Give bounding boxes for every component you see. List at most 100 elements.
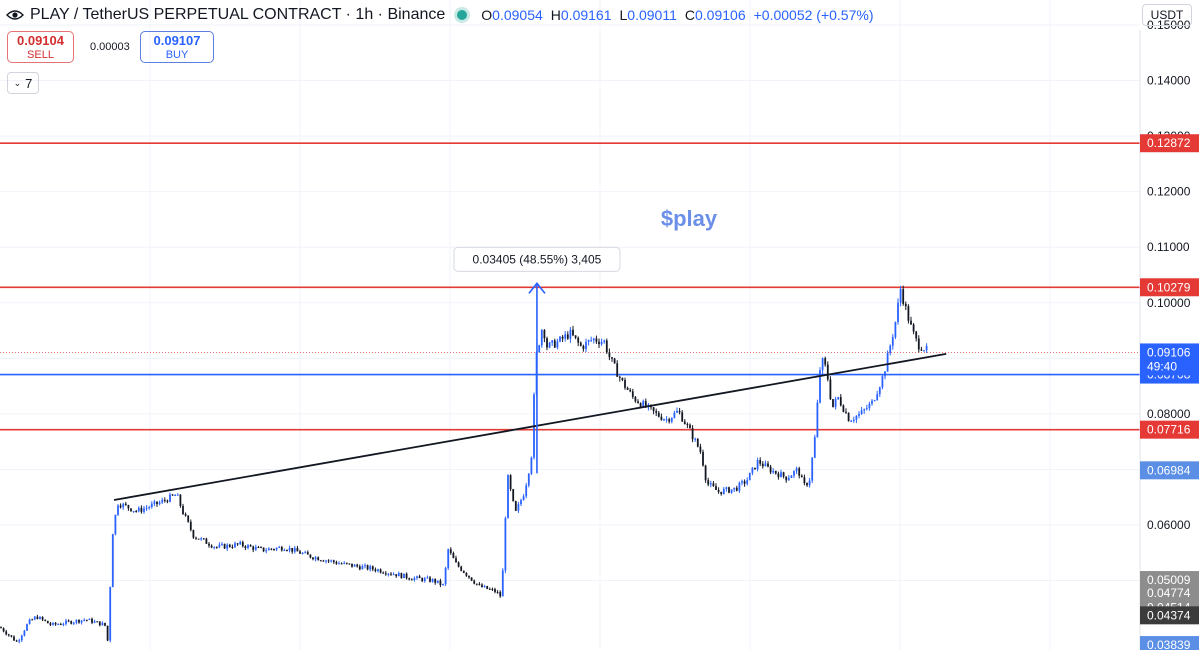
candle-body <box>20 635 23 641</box>
indicator-toggle[interactable]: ⌄ 7 <box>7 72 39 94</box>
candle-body <box>491 589 494 591</box>
candle-body <box>36 616 39 620</box>
ohlc-high-value: 0.09161 <box>560 7 612 23</box>
candle-body <box>364 565 366 567</box>
price-tag-bg <box>1140 606 1199 625</box>
candle-body <box>626 387 629 390</box>
level-price-tag-bg <box>1140 134 1199 153</box>
currency-button[interactable]: USDT <box>1142 4 1192 26</box>
symbol-title[interactable]: PLAY / TetherUS PERPETUAL CONTRACT · 1h … <box>30 6 446 23</box>
candle-body <box>572 329 574 336</box>
candle-body <box>283 550 286 552</box>
candle-body <box>603 340 606 342</box>
measure-tool[interactable]: 0.03405 (48.55%) 3,405 <box>453 246 621 474</box>
candle-body <box>421 578 424 582</box>
candle-body <box>798 468 801 476</box>
candle-body <box>803 477 806 484</box>
candle-body <box>894 321 897 338</box>
candle-body <box>39 616 41 620</box>
candle-body <box>150 503 153 508</box>
trendline[interactable] <box>113 353 947 501</box>
candle-body <box>907 306 910 321</box>
candle-body <box>356 564 359 567</box>
candle-body <box>842 405 845 412</box>
price-tag-bg <box>1140 461 1199 480</box>
candle-body <box>868 403 871 409</box>
candle-body <box>257 547 260 549</box>
candle-body <box>702 451 704 466</box>
candle-body <box>122 503 125 508</box>
candle-body <box>234 543 236 548</box>
y-tick-label: 0.14000 <box>1147 74 1191 88</box>
candle-body <box>153 501 156 504</box>
candle-body <box>855 415 858 420</box>
measure-arrow-head <box>528 282 546 294</box>
ohlc-open-value: 0.09054 <box>492 7 543 23</box>
candle-body <box>699 446 702 452</box>
candle-body <box>733 487 736 490</box>
chart-gridlines <box>0 0 1140 650</box>
eye-icon[interactable] <box>6 9 24 21</box>
candle-body <box>70 621 73 624</box>
candle-body <box>101 622 104 626</box>
candle-body <box>231 546 234 548</box>
candle-body <box>236 543 239 545</box>
candle-body <box>197 538 200 540</box>
candle-body <box>902 289 905 304</box>
candle-body <box>904 303 907 307</box>
candle-body <box>299 551 301 554</box>
candle-body <box>447 549 450 568</box>
price-tag-bg <box>1140 636 1199 650</box>
price-axis[interactable]: 0.150000.140000.130000.120000.110000.100… <box>1139 0 1199 650</box>
y-tick-label: 0.11000 <box>1147 240 1190 254</box>
candle-body <box>761 463 764 467</box>
candle-body <box>468 575 470 578</box>
candle-body <box>486 586 489 589</box>
candle-body <box>624 379 626 388</box>
candle-body <box>777 473 780 478</box>
candle-body <box>75 619 78 623</box>
y-tick-label: 0.08000 <box>1147 407 1191 421</box>
candle-body <box>756 460 759 470</box>
candle-body <box>418 576 421 579</box>
candle-body <box>618 376 621 378</box>
candle-body <box>410 579 413 581</box>
candle-body <box>439 580 442 585</box>
candle-body <box>899 289 902 303</box>
level-price-tag-bg <box>1140 278 1199 297</box>
candle-body <box>826 364 829 380</box>
candle-body <box>676 410 678 413</box>
price-tag: 0.06984 <box>1147 463 1191 477</box>
candle-body <box>837 397 840 400</box>
candle-body <box>189 521 192 531</box>
candle-body <box>514 501 517 511</box>
candle-body <box>397 573 400 577</box>
candle-body <box>343 562 346 564</box>
candle-body <box>722 488 725 494</box>
candle-body <box>499 592 502 597</box>
buy-button[interactable]: 0.09107 BUY <box>140 31 214 63</box>
candle-body <box>114 514 117 535</box>
candle-body <box>137 507 140 512</box>
candle-body <box>876 394 879 401</box>
sell-button[interactable]: 0.09104 SELL <box>7 31 74 63</box>
level-price-tag: 0.10279 <box>1147 280 1191 294</box>
candle-body <box>725 487 728 489</box>
candle-body <box>642 401 645 407</box>
candle-body <box>423 578 426 582</box>
candle-body <box>564 334 567 339</box>
price-tag-bg <box>1140 584 1199 603</box>
candle-body <box>301 552 304 554</box>
candle-body <box>267 548 270 551</box>
candle-body <box>195 537 197 539</box>
candle-body <box>80 620 83 623</box>
candle-body <box>863 409 866 411</box>
candle-body <box>270 548 273 550</box>
candle-body <box>26 624 28 631</box>
candle-body <box>782 472 785 477</box>
candle-body <box>88 618 91 620</box>
candle-body <box>832 399 834 407</box>
candle-body <box>221 544 223 546</box>
candle-body <box>278 547 281 549</box>
